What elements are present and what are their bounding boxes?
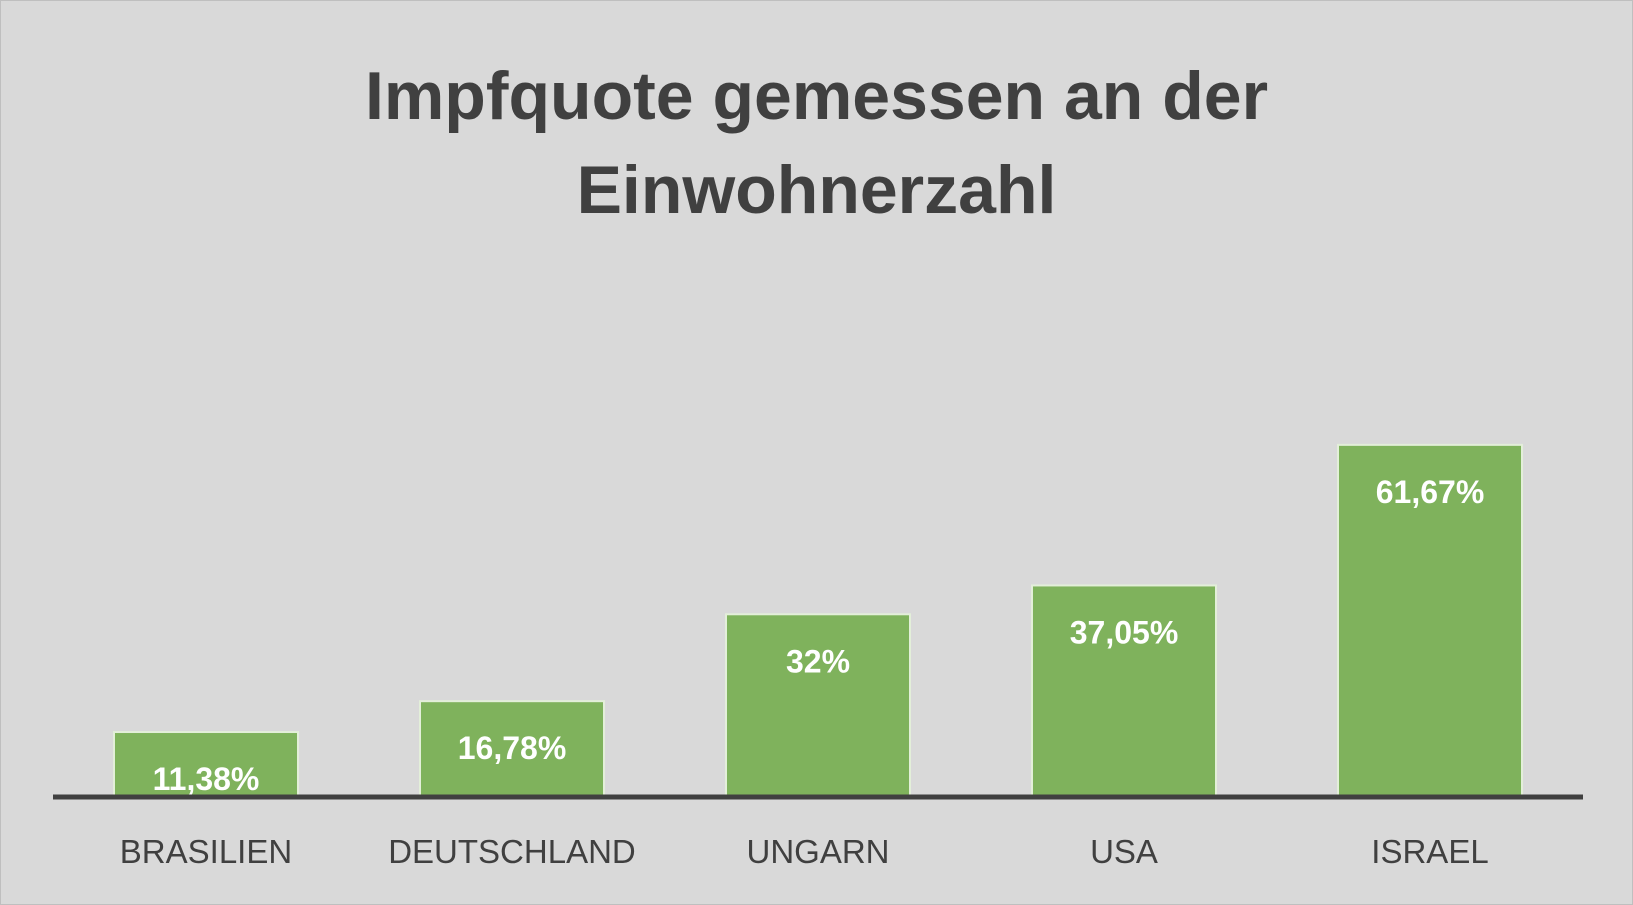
category-label-usa: USA: [1090, 833, 1158, 870]
category-label-israel: ISRAEL: [1371, 833, 1488, 870]
bar-deutschland: [419, 700, 605, 799]
chart-title-line-2: Einwohnerzahl: [576, 152, 1057, 228]
bar-ungarn: [725, 613, 911, 799]
chart-title: Impfquote gemessen an der Einwohnerzahl: [1, 49, 1632, 237]
data-label-ungarn: 32%: [786, 643, 850, 679]
chart-title-line-1: Impfquote gemessen an der: [364, 58, 1269, 134]
data-label-usa: 37,05%: [1070, 614, 1179, 650]
bar-israel: [1337, 443, 1523, 798]
category-label-ungarn: UNGARN: [746, 833, 889, 870]
data-label-israel: 61,67%: [1376, 474, 1485, 510]
data-label-deutschland: 16,78%: [458, 730, 567, 766]
category-label-deutschland: DEUTSCHLAND: [388, 833, 636, 870]
category-label-brasilien: BRASILIEN: [120, 833, 292, 870]
data-label-brasilien: 11,38%: [153, 761, 260, 797]
bar-usa: [1031, 584, 1217, 799]
